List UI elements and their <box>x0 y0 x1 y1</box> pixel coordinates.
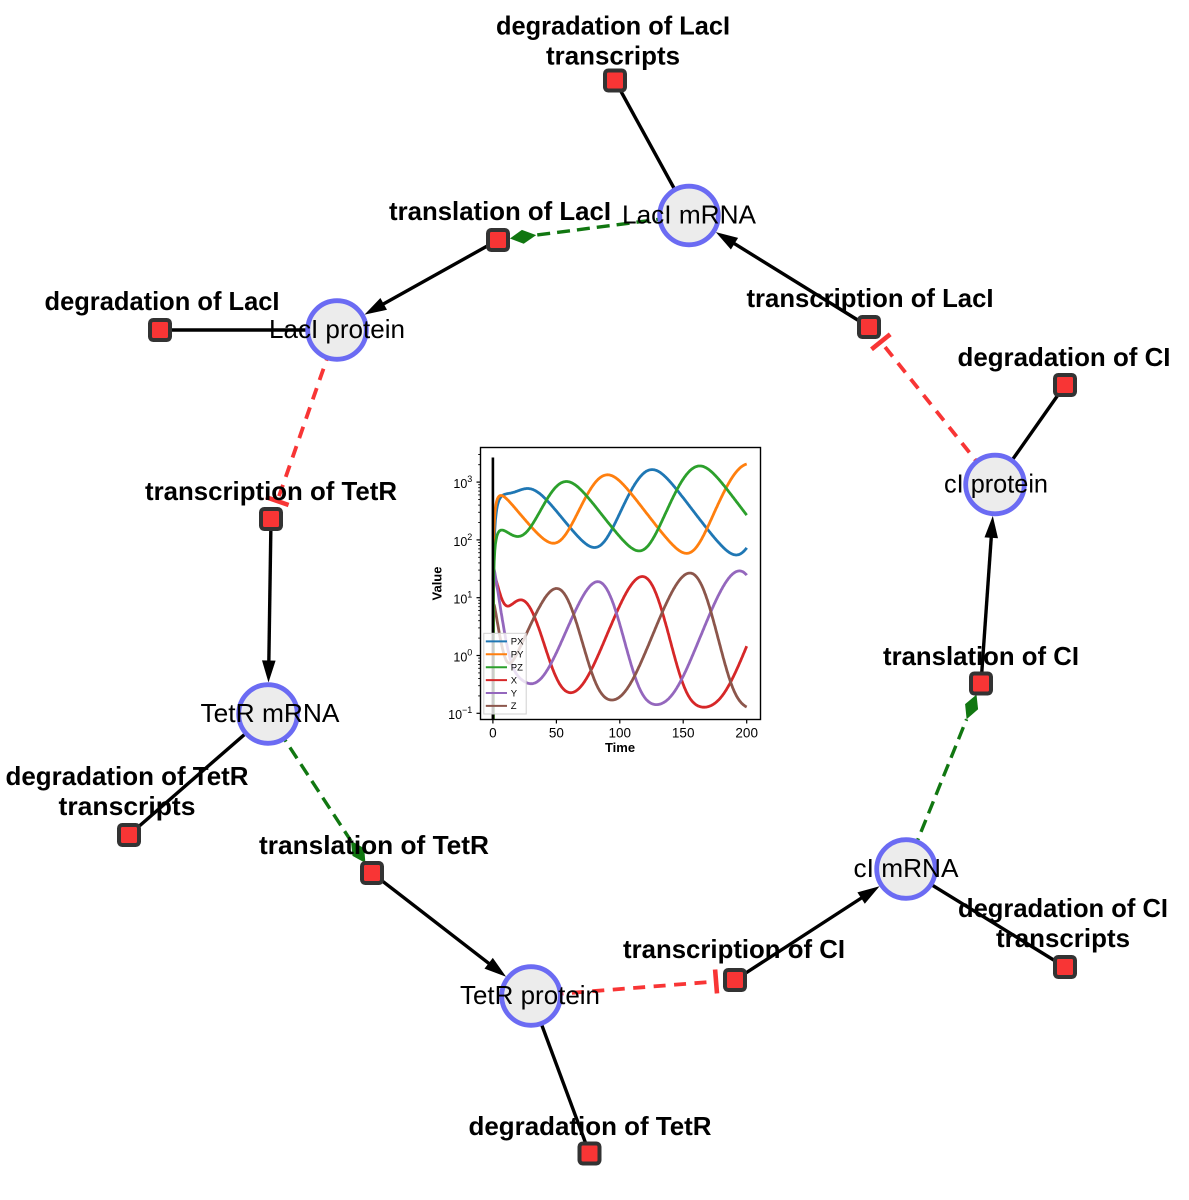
svg-text:translation of CI: translation of CI <box>883 641 1079 671</box>
svg-text:translation of TetR: translation of TetR <box>259 830 489 860</box>
svg-text:degradation of TetR: degradation of TetR <box>469 1111 712 1141</box>
svg-text:100: 100 <box>609 726 632 741</box>
svg-text:50: 50 <box>549 726 564 741</box>
svg-text:PY: PY <box>511 650 524 661</box>
svg-text:transcripts: transcripts <box>996 923 1130 953</box>
svg-text:degradation of CI: degradation of CI <box>958 893 1168 923</box>
svg-text:Z: Z <box>511 701 517 712</box>
svg-text:cI protein: cI protein <box>944 469 1048 499</box>
svg-text:transcription of TetR: transcription of TetR <box>145 476 397 506</box>
svg-text:transcripts: transcripts <box>59 791 196 821</box>
svg-text:degradation of TetR: degradation of TetR <box>6 761 249 791</box>
svg-text:degradation of CI: degradation of CI <box>958 342 1171 372</box>
svg-text:degradation of LacI: degradation of LacI <box>45 286 280 316</box>
svg-text:translation of LacI: translation of LacI <box>389 196 611 226</box>
svg-text:Value: Value <box>430 567 445 601</box>
svg-text:PX: PX <box>511 637 524 648</box>
svg-text:transcription of CI: transcription of CI <box>623 934 845 964</box>
svg-text:transcription of LacI: transcription of LacI <box>747 283 994 313</box>
svg-text:X: X <box>511 675 518 686</box>
svg-text:Time: Time <box>605 740 635 755</box>
svg-text:TetR protein: TetR protein <box>460 980 600 1010</box>
svg-text:TetR mRNA: TetR mRNA <box>201 698 341 728</box>
svg-text:Y: Y <box>511 688 518 699</box>
svg-text:PZ: PZ <box>511 663 523 674</box>
svg-text:150: 150 <box>672 726 695 741</box>
svg-text:transcripts: transcripts <box>546 41 680 71</box>
svg-text:0: 0 <box>489 726 497 741</box>
svg-text:200: 200 <box>735 726 758 741</box>
svg-text:cI mRNA: cI mRNA <box>854 853 960 883</box>
svg-text:LacI protein: LacI protein <box>269 314 405 344</box>
svg-text:LacI mRNA: LacI mRNA <box>622 200 757 230</box>
svg-text:degradation of LacI: degradation of LacI <box>496 11 730 41</box>
